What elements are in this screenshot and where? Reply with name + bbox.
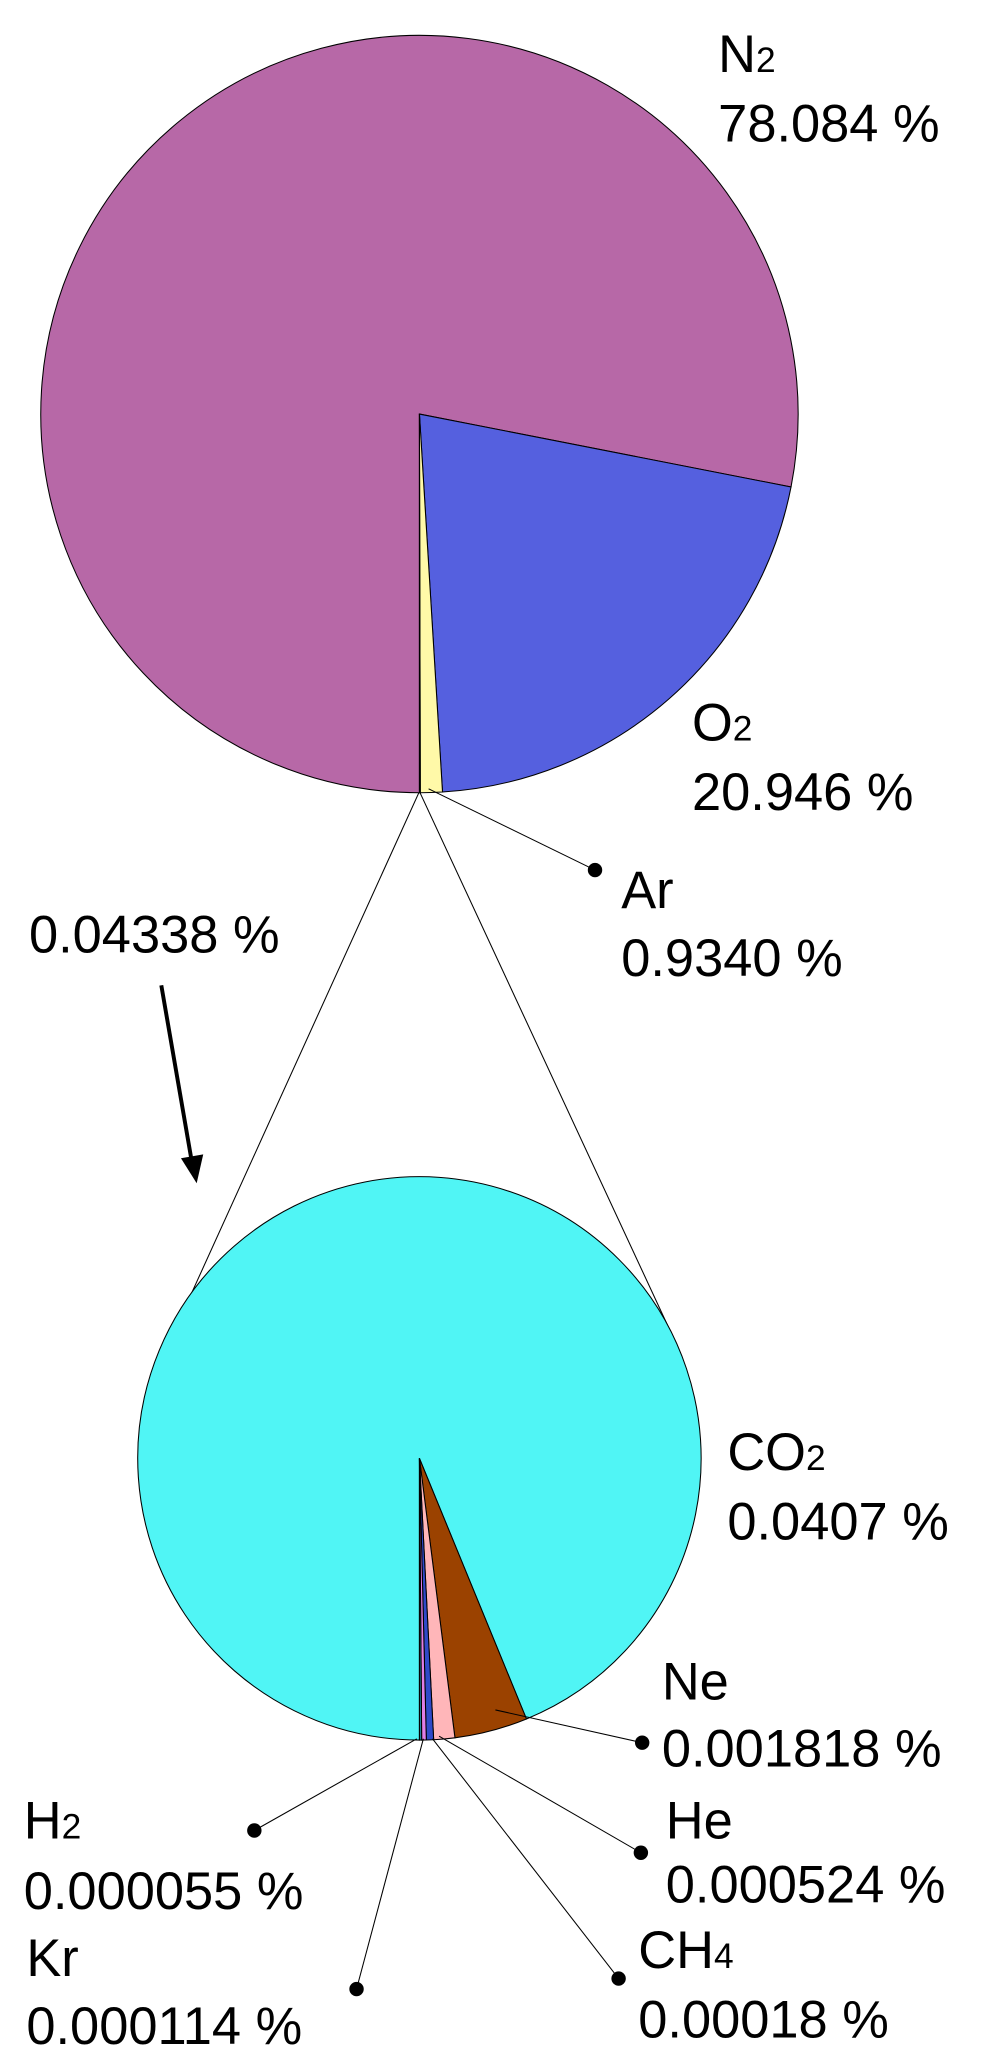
leader-dot xyxy=(587,862,603,878)
slice-value-label: 0.001818 % xyxy=(662,1720,942,1778)
labels: N2 78.084 % O2 20.946 % Ar 0.9340 % CO2 0.0407 … xyxy=(24,26,949,2048)
leader-line xyxy=(356,1738,424,1990)
leader-line xyxy=(428,788,596,871)
slice-name-label: CO2 xyxy=(727,1424,825,1482)
slice-name-label: Kr xyxy=(26,1930,78,1988)
leader-line xyxy=(495,1709,643,1744)
leader-dot xyxy=(611,1971,626,1986)
slice-name-label: Ne xyxy=(662,1653,729,1711)
slice-name-label: O2 xyxy=(692,694,752,752)
pie-slice-o2 xyxy=(418,413,792,793)
arrow-icon xyxy=(159,985,204,1184)
slice-name-label: Ar xyxy=(621,862,673,920)
zoom-line-left xyxy=(159,791,420,1363)
slice-value-label: 0.9340 % xyxy=(621,930,842,988)
slice-value-label: 78.084 % xyxy=(718,96,939,154)
slice-value-label: 0.00018 % xyxy=(638,1992,889,2048)
leader-dot xyxy=(349,1981,364,1997)
main-pie xyxy=(40,34,799,794)
trace-total-label: 0.04338 % xyxy=(29,907,280,965)
leader-lines xyxy=(247,788,650,1997)
zoom-connector-lines xyxy=(159,791,680,1363)
zoom-line-right xyxy=(418,791,680,1350)
pie-slice-other xyxy=(418,414,421,794)
slice-value-label: 0.000524 % xyxy=(666,1857,946,1915)
pie-slice-co2 xyxy=(137,1176,702,1741)
slice-value-label: 0.000114 % xyxy=(26,1998,302,2048)
slice-name-label: CH4 xyxy=(638,1922,733,1980)
slice-value-label: 0.000055 % xyxy=(24,1863,304,1921)
slice-name-label: N2 xyxy=(718,26,776,84)
slice-name-label: H2 xyxy=(24,1792,82,1850)
leader-line xyxy=(438,1735,642,1854)
leader-line xyxy=(432,1738,620,1979)
slice-name-label: He xyxy=(666,1792,733,1850)
leader-dot xyxy=(633,1845,649,1860)
slice-value-label: 20.946 % xyxy=(692,764,913,822)
pie-slice-h2 xyxy=(418,1458,423,1741)
leader-line xyxy=(254,1738,418,1831)
slice-value-label: 0.0407 % xyxy=(727,1494,948,1552)
trace-gases-pie xyxy=(137,1176,702,1741)
leader-dot xyxy=(634,1735,650,1750)
leader-dot xyxy=(247,1823,262,1838)
